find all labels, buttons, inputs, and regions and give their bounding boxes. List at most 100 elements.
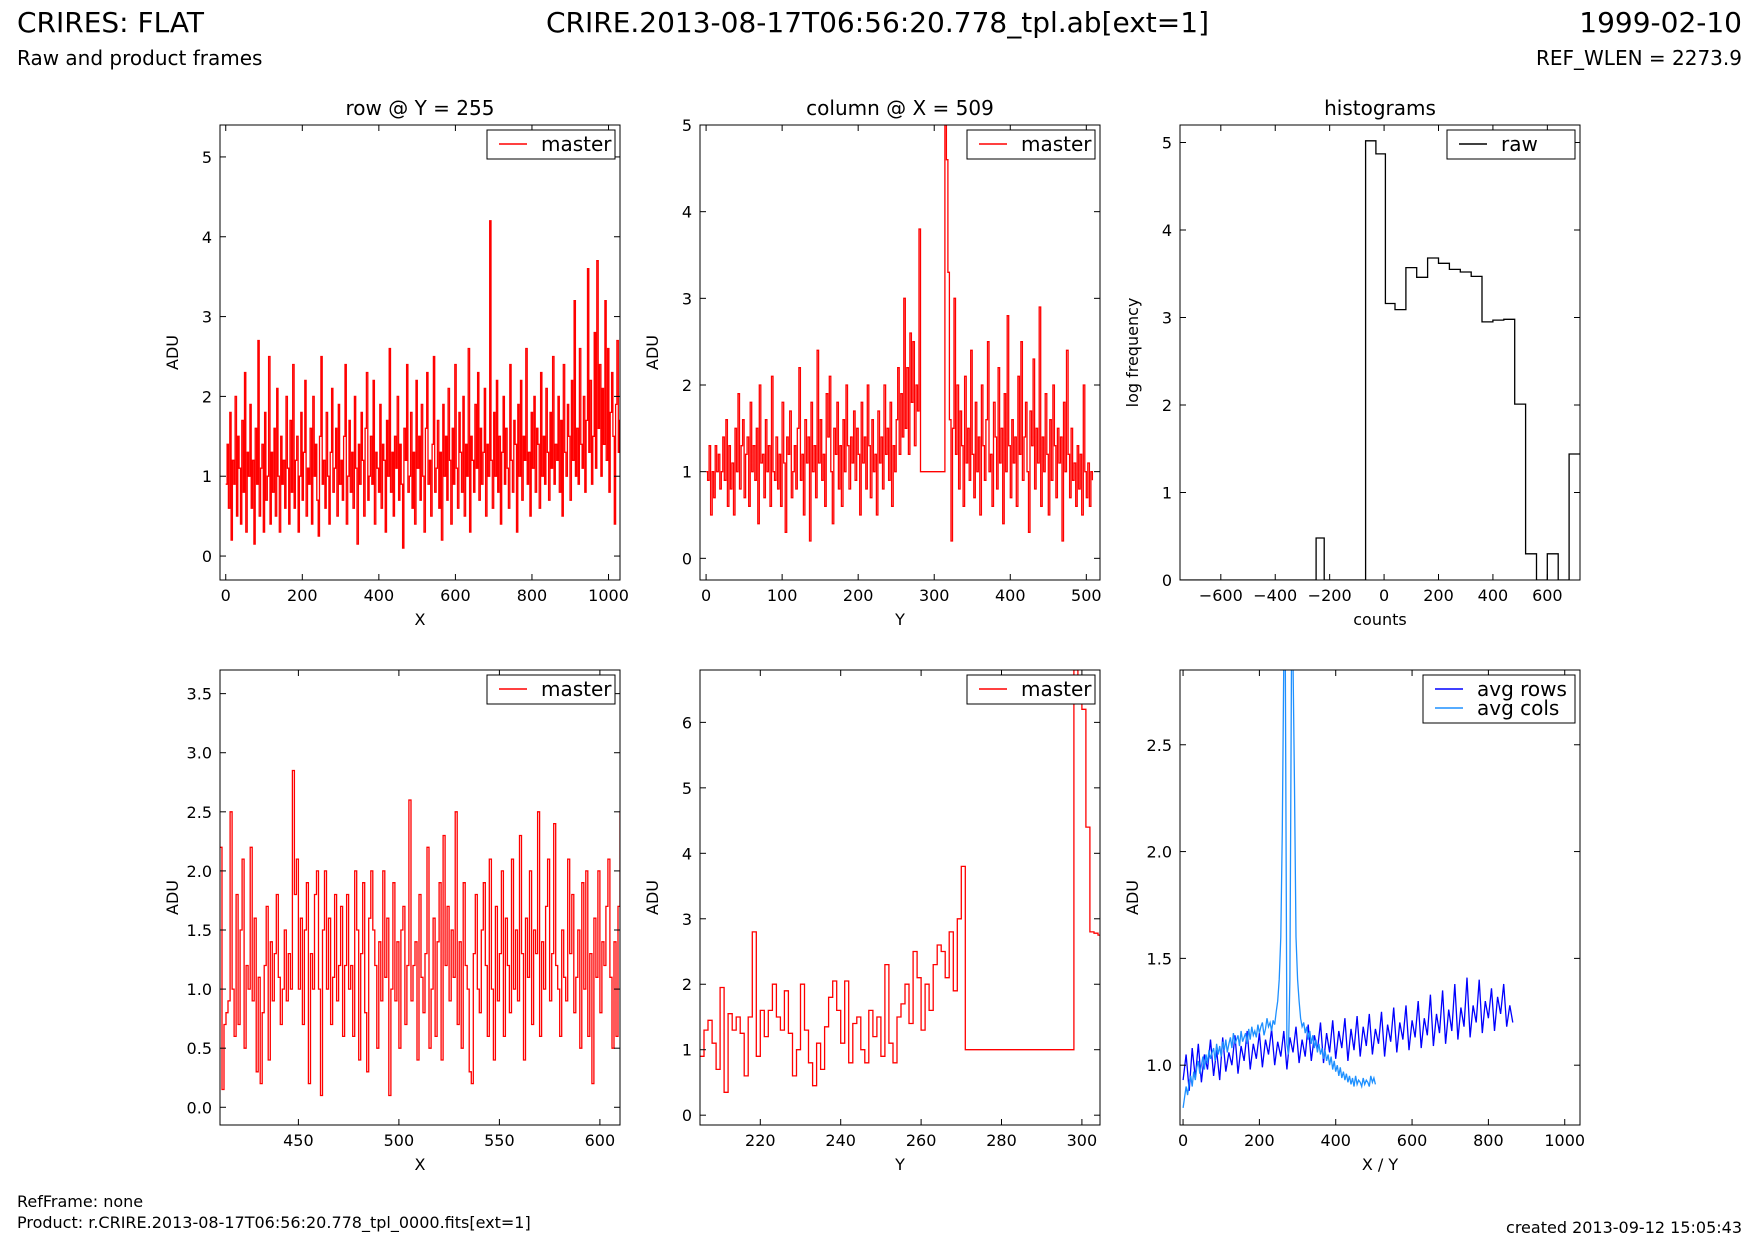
- y-tick-label: 4: [682, 844, 692, 863]
- plot-frame: [699, 124, 1101, 581]
- file-name-title: CRIRE.2013-08-17T06:56:20.778_tpl.ab[ext…: [545, 6, 1209, 39]
- y-tick-label: 1.5: [1147, 949, 1172, 968]
- series-line-master: [220, 769, 620, 1097]
- y-tick-label: 2: [682, 376, 692, 395]
- x-tick-label: 220: [745, 1131, 776, 1150]
- y-tick-label: 0.0: [187, 1098, 212, 1117]
- chart-4: 450 500 550 600 0.0 0.5 1.0 1.5 2.0 2.5 3.0 3.5 X ADU…: [163, 669, 621, 1174]
- x-axis-label: counts: [1353, 610, 1406, 629]
- series-line-avg-rows: [1182, 977, 1514, 1091]
- x-tick-label: 600: [1397, 1131, 1428, 1150]
- y-tick-label: 2: [682, 975, 692, 994]
- y-tick-label: 2.5: [187, 803, 212, 822]
- legend: master: [966, 674, 1096, 705]
- y-tick-label: 1: [202, 467, 212, 486]
- chart-3: −600 −400 −200 0 200 400 600 0 1 2 3 4 5 histograms co…: [1123, 96, 1581, 629]
- y-tick-label: 3: [1162, 309, 1172, 328]
- series-line-raw: [1180, 140, 1580, 580]
- legend-box: [1422, 674, 1576, 724]
- x-tick-label: 400: [364, 586, 395, 605]
- legend-label: master: [1021, 677, 1092, 701]
- legend-label: master: [1021, 132, 1092, 156]
- legend: master: [486, 674, 616, 705]
- y-axis-label: ADU: [643, 335, 662, 370]
- y-tick-label: 1: [682, 463, 692, 482]
- y-tick-label: 0: [682, 1106, 692, 1125]
- ref-wlen-label: REF_WLEN = 2273.9: [1535, 46, 1742, 70]
- legend: raw: [1446, 129, 1576, 160]
- x-tick-label: 100: [767, 586, 798, 605]
- y-tick-label: 5: [682, 116, 692, 135]
- product-label: Product: r.CRIRE.2013-08-17T06:56:20.778…: [17, 1213, 531, 1232]
- x-axis-label: X / Y: [1362, 1155, 1399, 1174]
- y-tick-label: 0: [202, 547, 212, 566]
- series-line-master: [225, 220, 620, 549]
- x-tick-label: 200: [287, 586, 318, 605]
- plot-frame: [219, 124, 621, 581]
- x-tick-label: −200: [1308, 586, 1352, 605]
- y-tick-label: 1: [1162, 484, 1172, 503]
- x-tick-label: 280: [986, 1131, 1017, 1150]
- x-axis-label: Y: [894, 1155, 905, 1174]
- y-tick-label: 1: [682, 1041, 692, 1060]
- series-line-master: [700, 670, 1100, 1093]
- y-tick-label: 3: [682, 289, 692, 308]
- report-date: 1999-02-10: [1579, 6, 1742, 39]
- legend-label: avg cols: [1477, 696, 1559, 720]
- x-tick-label: 260: [906, 1131, 937, 1150]
- y-tick-label: 5: [682, 779, 692, 798]
- chart-title: histograms: [1324, 96, 1436, 120]
- chart-5: 220 240 260 280 300 0 1 2 3 4 5 6 Y ADU master: [643, 669, 1101, 1174]
- y-tick-label: 0.5: [187, 1039, 212, 1058]
- y-tick-label: 2.0: [187, 862, 212, 881]
- legend-label: master: [541, 677, 612, 701]
- x-tick-label: 450: [283, 1131, 314, 1150]
- y-tick-label: 0: [682, 549, 692, 568]
- x-tick-label: 200: [1244, 1131, 1275, 1150]
- legend-label: raw: [1501, 132, 1538, 156]
- x-tick-label: −600: [1199, 586, 1243, 605]
- y-tick-label: 6: [682, 713, 692, 732]
- x-tick-label: 800: [1473, 1131, 1504, 1150]
- y-axis-label: ADU: [163, 335, 182, 370]
- chart-1: 0 200 400 600 800 1000 0 1 2 3 4 5 row @ Y = 255 X ADU…: [163, 96, 629, 629]
- x-axis-label: X: [415, 610, 426, 629]
- x-tick-label: 550: [484, 1131, 515, 1150]
- plot-frame: [219, 669, 621, 1126]
- legend: master: [966, 129, 1096, 160]
- y-tick-label: 1.0: [1147, 1056, 1172, 1075]
- y-tick-label: 2: [1162, 396, 1172, 415]
- refframe-label: RefFrame: none: [17, 1192, 144, 1211]
- x-tick-label: 500: [384, 1131, 415, 1150]
- created-label: created 2013-09-12 15:05:43: [1506, 1218, 1742, 1237]
- plot-frame: [1179, 124, 1581, 581]
- legend-label: avg rows: [1477, 677, 1567, 701]
- chart-title: row @ Y = 255: [346, 96, 495, 120]
- y-tick-label: 4: [682, 203, 692, 222]
- x-tick-label: 240: [825, 1131, 856, 1150]
- y-axis-label: ADU: [643, 880, 662, 915]
- report-title: CRIRES: FLAT: [17, 6, 204, 39]
- y-tick-label: 1.0: [187, 980, 212, 999]
- y-tick-label: 3.5: [187, 685, 212, 704]
- x-tick-label: 0: [701, 586, 711, 605]
- x-tick-label: 1000: [588, 586, 629, 605]
- y-tick-label: 2.5: [1147, 736, 1172, 755]
- y-tick-label: 2.0: [1147, 843, 1172, 862]
- x-tick-label: 0: [1379, 586, 1389, 605]
- legend: master: [486, 129, 616, 160]
- y-tick-label: 4: [202, 228, 212, 247]
- plot-frame: [1179, 669, 1581, 1126]
- y-tick-label: 4: [1162, 221, 1172, 240]
- x-tick-label: 300: [919, 586, 950, 605]
- x-tick-label: −400: [1253, 586, 1297, 605]
- x-tick-label: 0: [1178, 1131, 1188, 1150]
- x-tick-label: 300: [1067, 1131, 1098, 1150]
- x-axis-label: Y: [894, 610, 905, 629]
- x-tick-label: 400: [1320, 1131, 1351, 1150]
- x-tick-label: 500: [1071, 586, 1102, 605]
- y-tick-label: 3: [202, 308, 212, 327]
- x-tick-label: 200: [1423, 586, 1454, 605]
